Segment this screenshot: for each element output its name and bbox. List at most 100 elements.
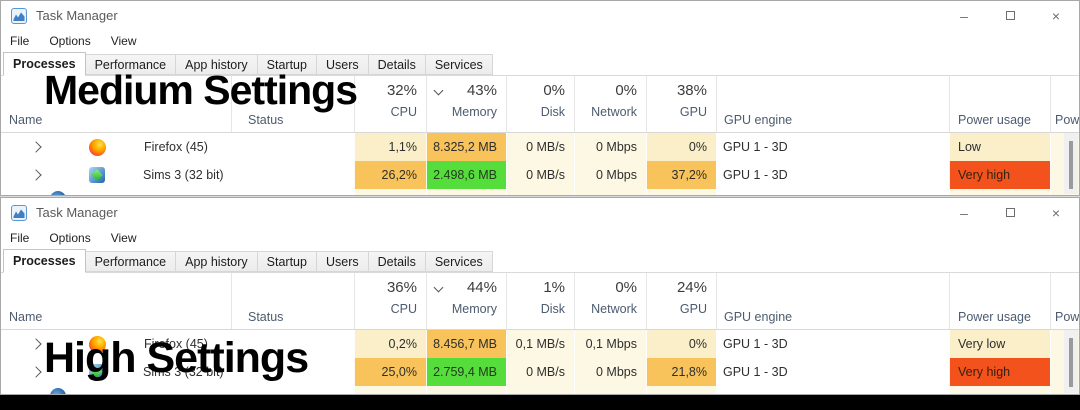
- process-name: Firefox (45): [144, 337, 208, 351]
- maximize-icon: [1005, 11, 1015, 20]
- menu-view[interactable]: View: [110, 231, 137, 245]
- column-header-gpu-engine[interactable]: GPU engine: [716, 76, 949, 132]
- sort-down-chevron-icon: [433, 85, 444, 96]
- column-header-cpu[interactable]: 36% CPU: [354, 273, 426, 329]
- menu-options[interactable]: Options: [49, 34, 91, 48]
- memory-cell-highlighted: 2.759,4 MB: [426, 358, 506, 386]
- column-header-name[interactable]: Name: [9, 310, 43, 324]
- scrollbar[interactable]: [1064, 330, 1078, 393]
- column-header-disk[interactable]: 1% Disk: [506, 273, 574, 329]
- cpu-cell: 0,2%: [354, 330, 426, 358]
- minimize-icon: –: [960, 7, 968, 24]
- memory-cell-highlighted: 2.498,6 MB: [426, 161, 506, 189]
- status-cell: [231, 161, 354, 189]
- annotation-medium-settings: Medium Settings: [44, 67, 358, 113]
- close-icon: ×: [1051, 7, 1061, 24]
- close-button[interactable]: ×: [1033, 1, 1079, 30]
- tab-users[interactable]: Users: [316, 54, 369, 75]
- column-header-memory[interactable]: 44% Memory: [426, 273, 506, 329]
- column-header-gpu[interactable]: 24% GPU: [646, 273, 716, 329]
- column-header-power-trend[interactable]: Pow: [1050, 273, 1079, 329]
- column-header-gpu[interactable]: 38% GPU: [646, 76, 716, 132]
- power-usage-cell: Low: [949, 133, 1050, 161]
- menu-options[interactable]: Options: [49, 231, 91, 245]
- disk-cell: 0 MB/s: [506, 161, 574, 189]
- disk-cell: 0,1 MB/s: [506, 330, 574, 358]
- expand-chevron-icon[interactable]: [30, 169, 42, 181]
- gpu-cell: 21,8%: [646, 358, 716, 386]
- scrollbar[interactable]: [1064, 133, 1078, 194]
- expand-chevron-icon[interactable]: [30, 338, 42, 350]
- tab-strip: Processes Performance App history Startu…: [1, 249, 1079, 273]
- process-row-firefox[interactable]: Firefox (45) 0,2% 8.456,7 MB 0,1 MB/s 0,…: [1, 330, 1079, 358]
- process-row-sims3[interactable]: Sims 3 (32 bit) 25,0% 2.759,4 MB 0 MB/s …: [1, 358, 1079, 386]
- menu-bar: File Options View: [1, 227, 1079, 249]
- maximize-icon: [1005, 208, 1015, 217]
- tab-app-history[interactable]: App history: [176, 54, 258, 75]
- process-name: Firefox (45): [144, 140, 208, 154]
- task-manager-app-icon: [11, 7, 27, 24]
- tab-services[interactable]: Services: [425, 54, 493, 75]
- column-header-gpu-engine[interactable]: GPU engine: [716, 273, 949, 329]
- column-header-power-usage[interactable]: Power usage: [949, 273, 1050, 329]
- minimize-button[interactable]: –: [941, 198, 987, 227]
- process-name: Sims 3 (32 bit): [143, 168, 224, 182]
- minimize-button[interactable]: –: [941, 1, 987, 30]
- close-icon: ×: [1051, 204, 1061, 221]
- column-header-name[interactable]: Name: [9, 113, 43, 127]
- column-header-status[interactable]: Status: [231, 273, 354, 329]
- process-name: Sims 3 (32 bit): [143, 365, 224, 379]
- minimize-icon: –: [960, 204, 968, 221]
- tab-services[interactable]: Services: [425, 251, 493, 272]
- tab-performance[interactable]: Performance: [85, 54, 177, 75]
- column-header-network[interactable]: 0% Network: [574, 273, 646, 329]
- partial-process-row: [1, 189, 1079, 195]
- column-header-power-usage[interactable]: Power usage: [949, 76, 1050, 132]
- scrollbar-thumb[interactable]: [1069, 141, 1073, 189]
- maximize-button[interactable]: [987, 1, 1033, 30]
- gpu-engine-cell: GPU 1 - 3D: [723, 337, 788, 351]
- expand-chevron-icon[interactable]: [30, 141, 42, 153]
- column-header-power-trend[interactable]: Pow: [1050, 76, 1079, 132]
- column-header-network[interactable]: 0% Network: [574, 76, 646, 132]
- process-row-firefox[interactable]: Firefox (45) 1,1% 8.325,2 MB 0 MB/s 0 Mb…: [1, 133, 1079, 161]
- sims-plumbob-icon: [89, 167, 105, 183]
- menu-file[interactable]: File: [10, 231, 30, 245]
- power-usage-cell: Very low: [949, 330, 1050, 358]
- title-bar[interactable]: Task Manager – ×: [1, 1, 1079, 30]
- sims-plumbob-icon: [89, 364, 105, 380]
- status-cell: [231, 133, 354, 161]
- tab-users[interactable]: Users: [316, 251, 369, 272]
- tab-details[interactable]: Details: [368, 54, 426, 75]
- maximize-button[interactable]: [987, 198, 1033, 227]
- tab-processes[interactable]: Processes: [3, 52, 86, 76]
- window-controls: – ×: [941, 1, 1079, 30]
- column-header-cpu[interactable]: 32% CPU: [354, 76, 426, 132]
- tab-details[interactable]: Details: [368, 251, 426, 272]
- column-header-memory[interactable]: 43% Memory: [426, 76, 506, 132]
- menu-view[interactable]: View: [110, 34, 137, 48]
- firefox-icon: [89, 138, 106, 156]
- black-bar: [0, 395, 1080, 410]
- unknown-process-icon: [50, 191, 66, 195]
- tab-processes[interactable]: Processes: [3, 249, 86, 273]
- tab-app-history[interactable]: App history: [176, 251, 258, 272]
- cpu-cell: 1,1%: [354, 133, 426, 161]
- close-button[interactable]: ×: [1033, 198, 1079, 227]
- scrollbar-thumb[interactable]: [1069, 338, 1073, 388]
- gpu-engine-cell: GPU 1 - 3D: [723, 140, 788, 154]
- expand-chevron-icon[interactable]: [30, 366, 42, 378]
- unknown-process-icon: [50, 388, 66, 394]
- column-header-disk[interactable]: 0% Disk: [506, 76, 574, 132]
- gpu-engine-cell: GPU 1 - 3D: [723, 168, 788, 182]
- task-manager-window-top: Task Manager – × File Options View Proce…: [0, 0, 1080, 196]
- column-header-status[interactable]: Status: [231, 76, 354, 132]
- process-row-sims3[interactable]: Sims 3 (32 bit) 26,2% 2.498,6 MB 0 MB/s …: [1, 161, 1079, 189]
- tab-startup[interactable]: Startup: [257, 54, 317, 75]
- menu-file[interactable]: File: [10, 34, 30, 48]
- network-cell: 0 Mbps: [574, 161, 646, 189]
- title-bar[interactable]: Task Manager – ×: [1, 198, 1079, 227]
- tab-startup[interactable]: Startup: [257, 251, 317, 272]
- tab-performance[interactable]: Performance: [85, 251, 177, 272]
- power-usage-cell: Very high: [949, 161, 1050, 189]
